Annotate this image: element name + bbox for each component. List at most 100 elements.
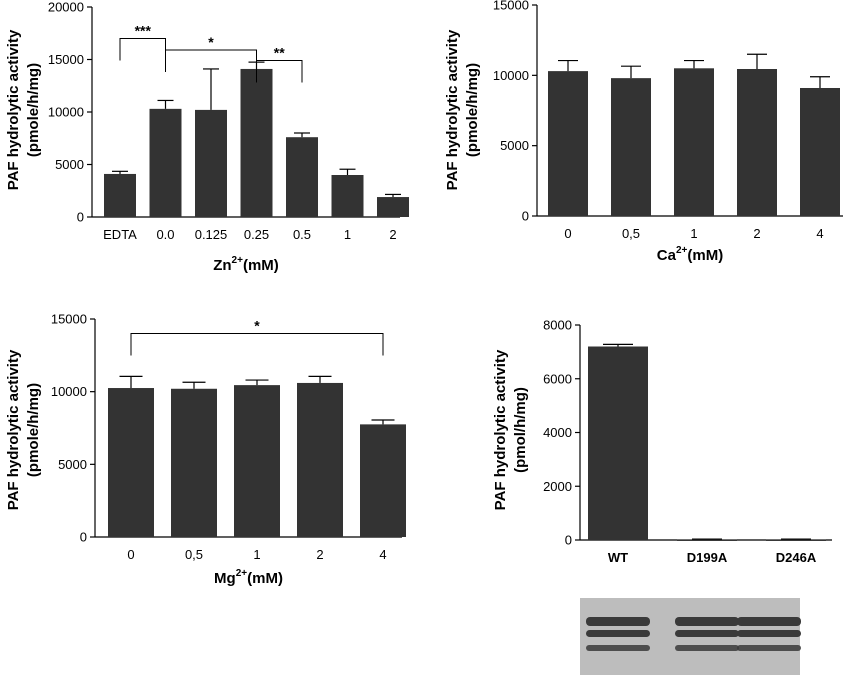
bar: [377, 197, 409, 217]
x-axis-label-unit: (mM): [247, 570, 283, 587]
bar: [297, 382, 343, 537]
x-tick-label: 2: [316, 547, 323, 562]
y-tick-label: 2000: [543, 479, 572, 494]
x-axis-label-charge: 2+: [232, 255, 244, 266]
y-axis-label: PAF hydrolytic activity: [5, 29, 22, 190]
x-tick-label: 0.125: [195, 227, 228, 242]
bar: [674, 68, 714, 216]
x-axis-label-unit: (mM): [687, 247, 723, 264]
y-tick-label: 15000: [51, 312, 87, 327]
bar: [104, 173, 136, 217]
gel-band-lower: [737, 645, 801, 651]
y-axis-label: PAF hydrolytic activity: [5, 349, 22, 510]
y-axis-label: PAF hydrolytic activity: [492, 349, 509, 510]
x-tick-label: 2: [753, 226, 760, 241]
y-tick-label: 4000: [543, 425, 572, 440]
y-axis-label: PAF hydrolytic activity: [444, 29, 461, 190]
x-tick-label: 1: [690, 226, 697, 241]
chart-panel-1: 0 5000 10000 15000 20000 EDTA 0.0 0.125 0.25 0.5 1…: [5, 0, 409, 274]
x-tick-label: WT: [608, 550, 628, 565]
x-axis-label-charge: 2+: [676, 245, 688, 256]
gel-band-middle: [586, 630, 650, 637]
x-axis-label: Ca2+(mM): [657, 245, 723, 264]
significance-bracket: [130, 333, 384, 356]
x-tick-label: 2: [389, 227, 396, 242]
gel-band-upper: [586, 617, 650, 626]
y-tick-label: 15000: [493, 0, 529, 13]
x-tick-label: 1: [253, 547, 260, 562]
gel-band-lower: [675, 645, 739, 651]
x-tick-label: 0,5: [185, 547, 203, 562]
gel-image: [580, 598, 801, 675]
x-axis-label: Zn2+(mM): [213, 255, 279, 274]
bar: [677, 539, 737, 541]
significance-label: *: [208, 34, 214, 50]
x-tick-label: D199A: [687, 550, 728, 565]
y-axis-unit: (pmole/h/mg): [464, 63, 481, 157]
x-axis-label-charge: 2+: [236, 568, 248, 579]
bar: [234, 385, 280, 537]
gel-band-middle: [675, 630, 739, 637]
bar: [800, 87, 840, 216]
y-tick-label: 0: [80, 530, 87, 545]
significance-label: **: [274, 45, 285, 61]
bar: [331, 175, 364, 217]
x-axis-label-ion: Mg: [214, 570, 236, 587]
y-tick-label: 10000: [493, 68, 529, 83]
bar: [548, 71, 588, 216]
x-tick-label: 0.5: [293, 227, 311, 242]
x-axis-label: Mg2+(mM): [214, 568, 283, 587]
bar: [737, 69, 777, 217]
x-tick-label: 0.25: [244, 227, 269, 242]
significance-bracket: [119, 38, 166, 61]
y-tick-label: 20000: [48, 0, 84, 15]
y-tick-label: 5000: [58, 457, 87, 472]
x-tick-label: 0: [564, 226, 571, 241]
y-tick-label: 6000: [543, 371, 572, 386]
y-tick-label: 8000: [543, 318, 572, 333]
y-axis-unit: (pmole/h/mg): [25, 63, 42, 157]
significance-label: ***: [135, 23, 152, 39]
bar: [240, 68, 273, 217]
y-tick-label: 10000: [51, 384, 87, 399]
x-tick-label: EDTA: [103, 227, 137, 242]
y-tick-label: 10000: [48, 105, 84, 120]
x-tick-label: 4: [379, 547, 386, 562]
y-tick-label: 0: [77, 210, 84, 225]
y-axis-unit: (pmole/h/mg): [25, 383, 42, 477]
y-tick-label: 0: [565, 533, 572, 548]
bar: [149, 108, 182, 217]
y-tick-label: 5000: [500, 138, 529, 153]
x-axis-label-ion: Zn: [213, 257, 231, 274]
significance-bracket: [256, 60, 303, 83]
gel-band-middle: [737, 630, 801, 637]
x-tick-label: 0,5: [622, 226, 640, 241]
bar: [360, 424, 406, 537]
y-tick-label: 0: [522, 209, 529, 224]
bar: [108, 388, 154, 537]
chart-panel-3: 0 5000 10000 15000 0 0,5 1 2 4 * PAF hydrolytic ac…: [5, 312, 406, 587]
bar: [611, 78, 651, 216]
y-axis-unit: (pmol/h/mg): [512, 387, 529, 473]
x-tick-label: D246A: [776, 550, 817, 565]
x-tick-label: 0.0: [156, 227, 174, 242]
x-axis-label-ion: Ca: [657, 247, 677, 264]
gel-band-lower: [586, 645, 650, 651]
bar: [286, 137, 318, 217]
chart-panel-2: 0 5000 10000 15000 0 0,5 1 2 4 PAF hydrolytic act…: [444, 0, 843, 264]
significance-label: *: [254, 318, 260, 334]
chart-panel-4: 0 2000 4000 6000 8000 WT D199A D246A PAF hydroly…: [492, 318, 832, 565]
gel-band-upper: [675, 617, 739, 626]
bar: [766, 539, 826, 541]
y-tick-label: 15000: [48, 52, 84, 67]
x-tick-label: 4: [816, 226, 823, 241]
y-tick-label: 5000: [55, 157, 84, 172]
gel-band-upper: [737, 617, 801, 626]
bar: [588, 346, 648, 540]
bar: [171, 388, 217, 537]
x-tick-label: 0: [127, 547, 134, 562]
x-axis-label-unit: (mM): [243, 257, 279, 274]
bar: [195, 109, 227, 217]
x-tick-label: 1: [344, 227, 351, 242]
